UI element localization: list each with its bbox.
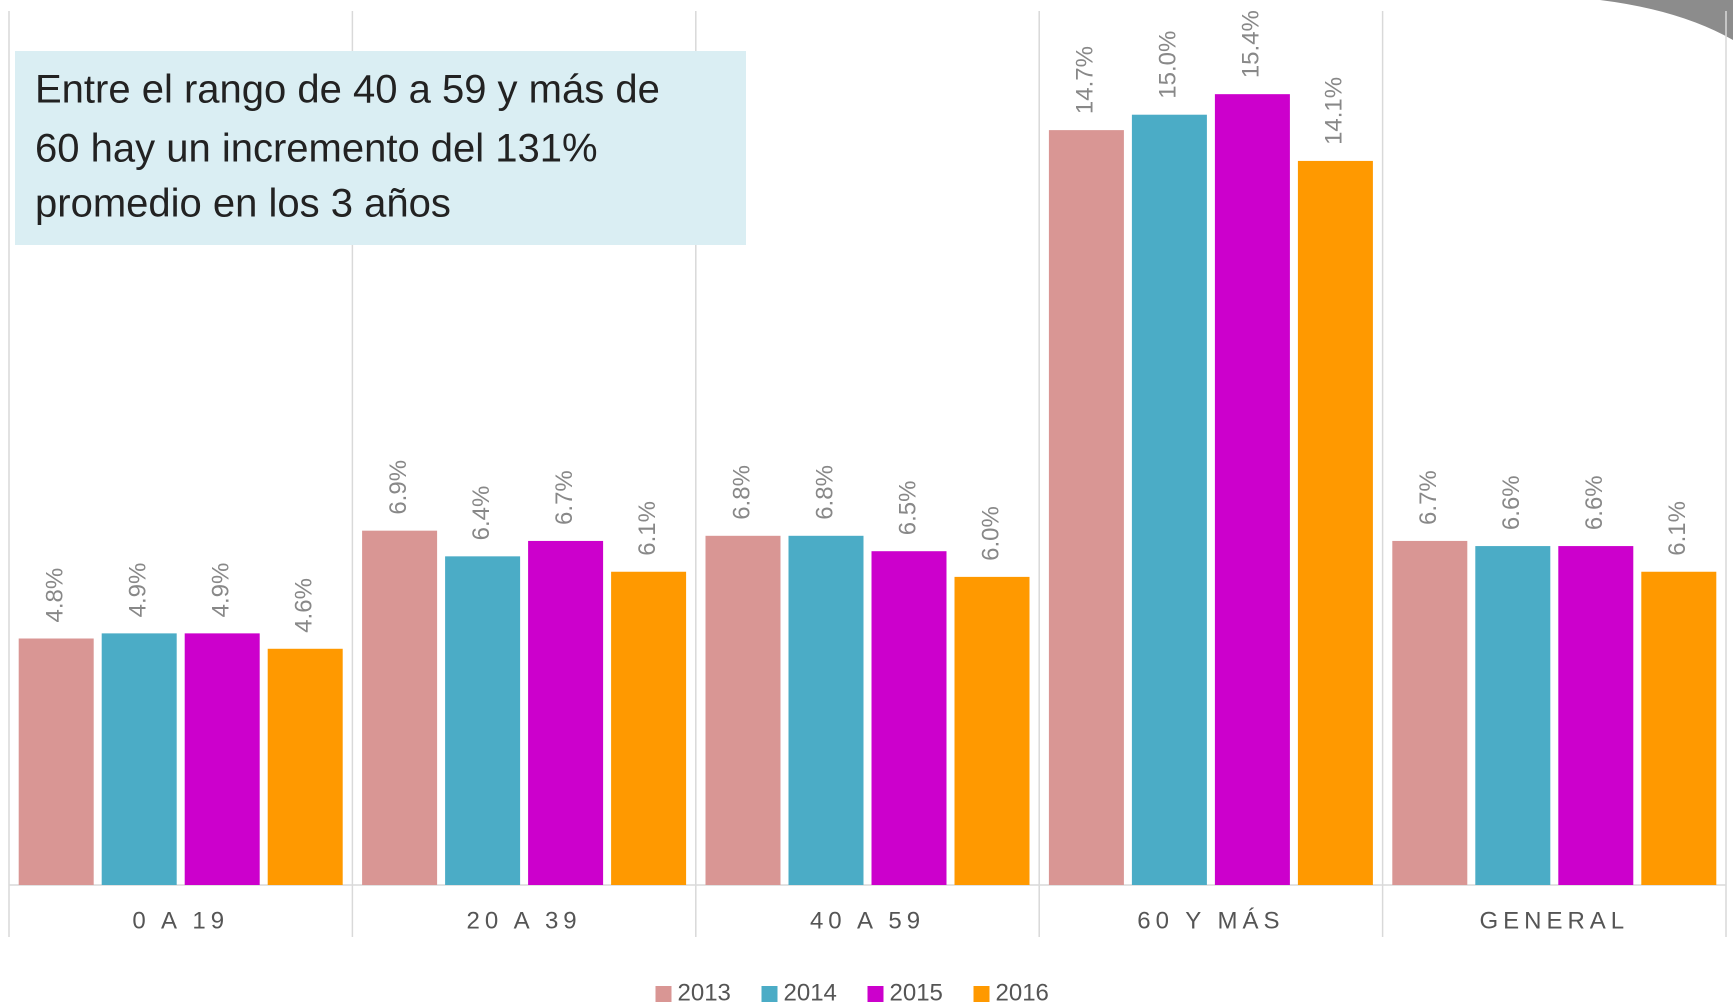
value-label: 14.7%	[1072, 46, 1099, 114]
bar	[1392, 540, 1468, 885]
bar	[445, 556, 521, 885]
value-label: 14.1%	[1321, 77, 1348, 145]
value-label: 15.0%	[1155, 31, 1182, 99]
bar	[1641, 571, 1717, 885]
value-label: 4.9%	[125, 563, 152, 618]
annotation-box	[15, 51, 746, 245]
bar	[101, 633, 177, 885]
legend-swatch	[655, 986, 672, 1002]
bar	[871, 551, 947, 885]
bar	[18, 638, 94, 885]
legend-swatch	[973, 986, 990, 1002]
x-tick-label: 60 Y MÁS	[1137, 907, 1284, 934]
x-tick-label: 20 A 39	[467, 907, 582, 934]
x-tick-label: GENERAL	[1479, 907, 1629, 934]
bar	[1297, 160, 1373, 885]
bar	[954, 576, 1030, 885]
x-tick-label: 40 A 59	[810, 907, 925, 934]
legend-swatch	[867, 986, 884, 1002]
bar	[611, 571, 687, 885]
value-label: 6.5%	[894, 481, 921, 536]
bar	[1475, 546, 1551, 885]
value-label: 6.7%	[1415, 470, 1442, 525]
value-label: 6.7%	[551, 470, 578, 525]
legend-label: 2016	[996, 979, 1049, 1006]
bar	[528, 540, 604, 885]
legend-label: 2015	[890, 979, 943, 1006]
decoration	[1600, 0, 1733, 40]
bar	[788, 535, 864, 885]
value-label: 6.4%	[468, 486, 495, 541]
value-label: 4.6%	[291, 578, 318, 633]
x-tick-label: 0 A 19	[132, 907, 229, 934]
bar	[184, 633, 260, 885]
value-label: 4.8%	[42, 568, 69, 623]
value-label: 6.1%	[1664, 501, 1691, 556]
value-label: 6.9%	[385, 460, 412, 515]
bar	[267, 648, 343, 885]
annotation-line: promedio en los 3 años	[35, 182, 451, 226]
value-label: 6.0%	[977, 506, 1004, 561]
value-label: 6.8%	[728, 465, 755, 520]
bar	[1131, 114, 1207, 886]
bar	[705, 535, 781, 885]
value-label: 6.6%	[1581, 475, 1608, 530]
bar	[362, 530, 438, 885]
value-label: 6.6%	[1498, 475, 1525, 530]
bar	[1214, 94, 1290, 886]
annotation-line: Entre el rango de 40 a 59 y más de	[35, 68, 660, 112]
value-label: 4.9%	[208, 563, 235, 618]
legend-label: 2014	[784, 979, 837, 1006]
bar	[1558, 546, 1634, 885]
value-label: 15.4%	[1238, 10, 1265, 78]
legend-swatch	[761, 986, 778, 1002]
bar	[1048, 130, 1124, 886]
value-label: 6.1%	[634, 501, 661, 556]
annotation-line: 60 hay un incremento del 131%	[35, 127, 598, 171]
value-label: 6.8%	[811, 465, 838, 520]
legend-label: 2013	[678, 979, 731, 1006]
